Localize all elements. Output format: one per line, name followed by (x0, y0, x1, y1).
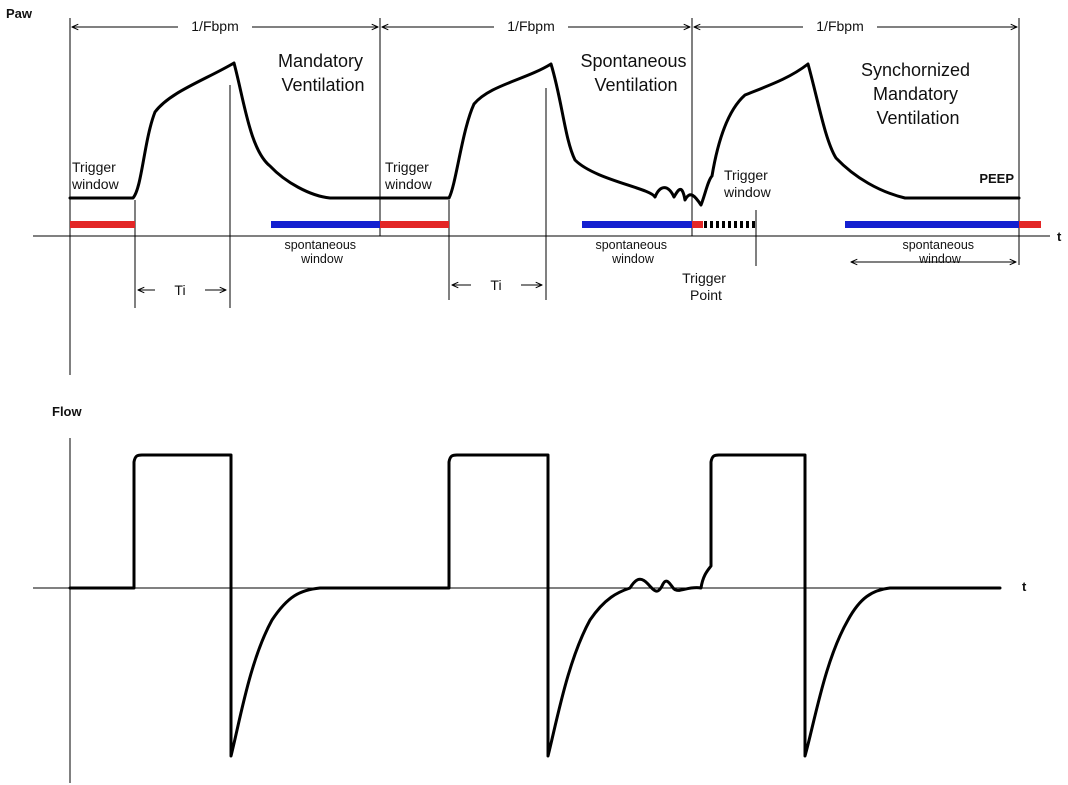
flow-panel: Flow t (33, 404, 1027, 783)
flow-waveform (68, 453, 1002, 758)
period-label-2: 1/Fbpm (507, 18, 554, 34)
flow-axis-label: Flow (52, 404, 82, 419)
spontaneous-window-label-1: spontaneous window (284, 238, 359, 266)
window-bars (70, 221, 1041, 228)
paw-waveform (68, 61, 1021, 207)
trigger-window-label-3: Trigger window (723, 167, 772, 200)
period-label-3: 1/Fbpm (816, 18, 863, 34)
period-label-1: 1/Fbpm (191, 18, 238, 34)
paw-t-label: t (1057, 229, 1062, 244)
spontaneous-window-label-3: spontaneous window (902, 238, 977, 266)
trigger-window-bar-1 (70, 221, 135, 228)
spontaneous-window-bar-1 (271, 221, 380, 228)
paw-panel: Paw t 1/Fbpm 1/Fbpm 1/Fbpm Ti Ti (6, 6, 1062, 375)
trigger-window-bar-3 (692, 221, 703, 228)
phase-title-spontaneous: Spontaneous Ventilation (580, 51, 691, 95)
flow-t-label: t (1022, 579, 1027, 594)
phase-title-mandatory: Mandatory Ventilation (278, 51, 368, 95)
phase-title-synchronized: Synchornized Mandatory Ventilation (861, 60, 975, 128)
trigger-window-label-1: Trigger window (71, 159, 120, 192)
trigger-window-bar-2 (380, 221, 449, 228)
peep-label: PEEP (979, 171, 1014, 186)
spontaneous-window-label-2: spontaneous window (595, 238, 670, 266)
trigger-point-label: Trigger Point (682, 270, 730, 303)
trigger-window-label-2: Trigger window (384, 159, 433, 192)
trigger-window-bar-4 (1019, 221, 1041, 228)
spontaneous-window-bar-3 (845, 221, 1019, 228)
paw-axis-label: Paw (6, 6, 33, 21)
ti-label-1: Ti (174, 282, 185, 298)
spontaneous-window-bar-2 (582, 221, 692, 228)
ti-label-2: Ti (490, 277, 501, 293)
